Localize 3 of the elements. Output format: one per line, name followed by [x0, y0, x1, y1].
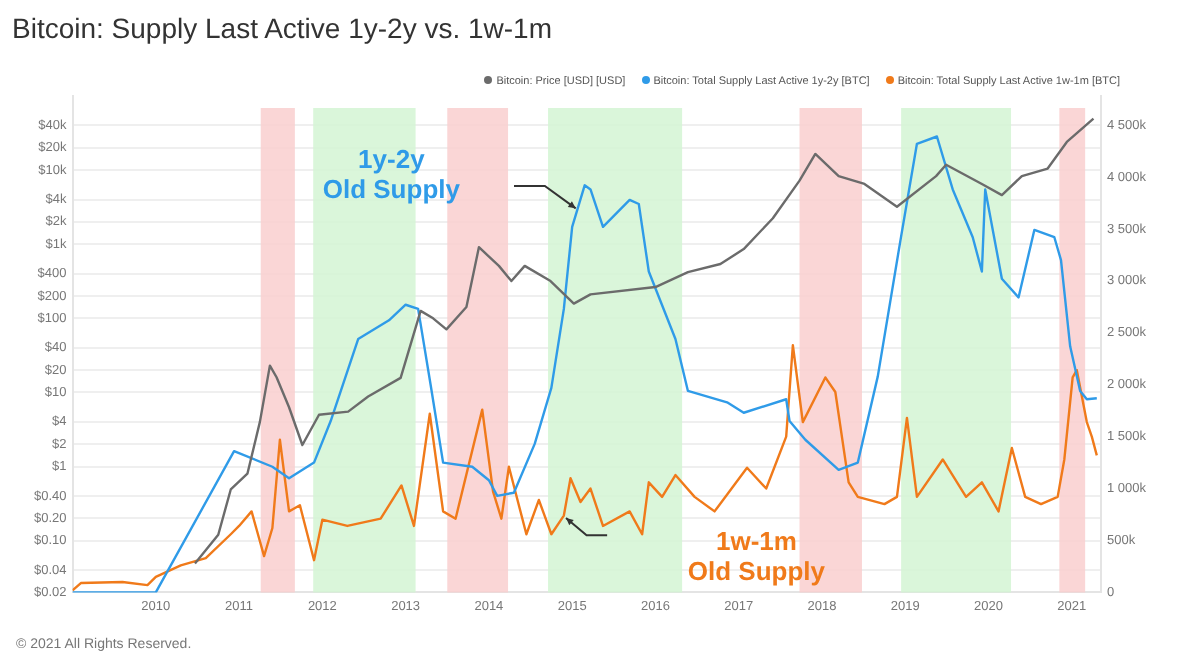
- annotation: 1y-2y Old Supply: [322, 143, 462, 204]
- chart-title: Bitcoin: Supply Last Active 1y-2y vs. 1w-1m: [12, 12, 552, 44]
- annotation: 1w-1m Old Supply: [687, 525, 827, 586]
